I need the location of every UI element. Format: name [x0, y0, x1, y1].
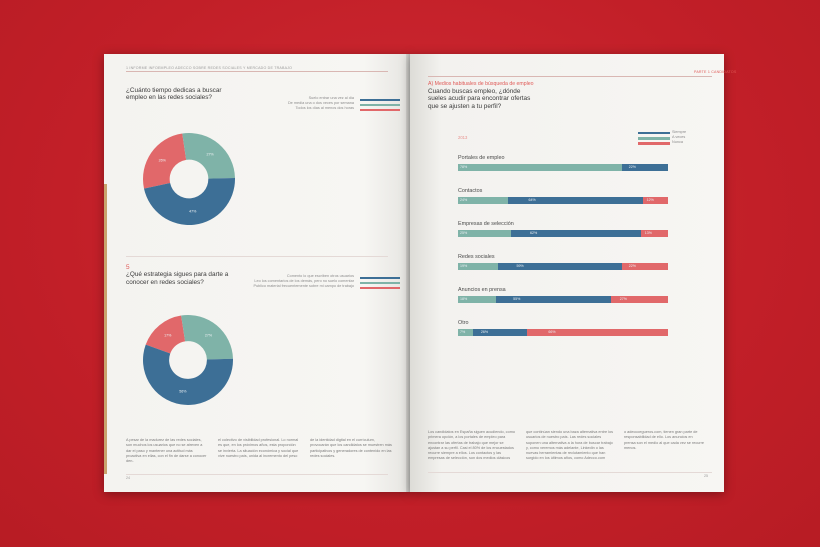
donut-slice [143, 133, 187, 189]
bar-value-label: 12% [646, 198, 654, 202]
bar-value-label: 59% [516, 264, 524, 268]
chart-year: 2013 [458, 135, 468, 140]
bar-value-label: 27% [619, 297, 627, 301]
question-2-text: ¿Qué estrategia sigues para darte a cono… [126, 271, 229, 286]
legend-swatch-nunca [638, 142, 670, 145]
page-edge [104, 184, 107, 474]
left-header: 1 INFORME INFOEMPLEO ADECCO SOBRE REDES … [126, 66, 293, 70]
bar-value-label: 18% [460, 297, 468, 301]
donut-slice [143, 344, 233, 405]
donut-slice [181, 315, 233, 360]
legend-swatch-teal [360, 281, 400, 285]
bar-row: 19% 59% 22% [458, 263, 668, 270]
legend-swatch-red [360, 286, 400, 290]
bar-row: 18% 55% 27% [458, 296, 668, 303]
category-label: Redes sociales [458, 254, 495, 260]
category-label: Contactos [458, 188, 483, 194]
bar-value-label: 26% [480, 330, 489, 334]
right-page: PARTE 1 CANDIDATOS A) Medios habituales … [410, 54, 736, 492]
body-text-col2: que continúan siendo una baza alternativ… [526, 430, 613, 461]
bar-value-label: 24% [460, 198, 468, 202]
bar-row: 78% 22% [458, 164, 668, 171]
bar-segment-siempre [458, 329, 473, 336]
legend-swatch-siempre [638, 132, 670, 135]
header-rule [126, 71, 388, 72]
legend-2: Comento lo que escriben otros usuarios L… [253, 274, 354, 289]
section-rule [126, 256, 388, 257]
bar-value-label: 22% [628, 165, 636, 169]
donut-slice-label: 47% [189, 210, 197, 214]
bar-value-label: 66% [548, 330, 556, 334]
category-label: Empresas de selección [458, 221, 514, 227]
bar-segment-a-veces [621, 164, 668, 171]
donut-slice [182, 133, 235, 179]
question-2-number: 5 [126, 264, 130, 271]
bar-value-label: 22% [628, 264, 636, 268]
question-2: 5 ¿Qué estrategia sigues para darte a co… [126, 264, 238, 286]
bar-segment-a-veces [510, 230, 641, 237]
bar-value-label: 13% [644, 231, 652, 235]
bar-segment-siempre [458, 164, 622, 171]
bar-segment-nunca [527, 329, 668, 336]
bar-segment-nunca [611, 296, 668, 303]
bar-segment-nunca [621, 263, 668, 270]
body-text-col1: Los candidatos en España siguen acudiend… [428, 430, 515, 461]
bar-segment-siempre [458, 296, 496, 303]
bar-value-label: 7% [460, 330, 466, 334]
bar-segment-a-veces [472, 329, 528, 336]
body-text-col3: de la identidad digital en el currículum… [310, 438, 392, 458]
donut-slice-label: 26% [159, 159, 167, 163]
bar-segment-nunca [642, 197, 668, 204]
bar-value-label: 62% [530, 231, 538, 235]
legend-1: Suelo entrar una vez al día De media una… [287, 96, 354, 111]
chart-legend: Siempre A veces Nunca [672, 130, 687, 145]
bar-segment-a-veces [495, 296, 612, 303]
bar-segment-siempre [458, 230, 511, 237]
bar-segment-nunca [640, 230, 668, 237]
donut-slice [145, 315, 186, 354]
question-1: ¿Cuánto tiempo dedicas a buscar empleo e… [126, 87, 222, 102]
donut-slice-label: 56% [179, 390, 187, 394]
bar-segment-siempre [458, 197, 509, 204]
category-label: Portales de empleo [458, 155, 505, 161]
donut-slice [144, 178, 235, 225]
bar-row: 7% 26% 66% [458, 329, 668, 336]
chart-question: Cuando buscas empleo, ¿dónde sueles acud… [428, 88, 531, 110]
donut-chart-2: 17% 27% 56% [143, 315, 233, 405]
donut-slice-label: 27% [206, 152, 214, 156]
bar-value-label: 25% [460, 231, 468, 235]
header-rule [428, 76, 712, 77]
footer-rule [126, 474, 388, 475]
page-number-right: 25 [704, 474, 708, 478]
open-magazine: 1 INFORME INFOEMPLEO ADECCO SOBRE REDES … [104, 54, 736, 492]
legend-swatch-aveces [638, 137, 670, 140]
bar-segment-a-veces [508, 197, 643, 204]
legend-swatch-blue [360, 276, 400, 279]
bar-value-label: 64% [528, 198, 536, 202]
category-label: Otro [458, 320, 469, 326]
right-header: PARTE 1 CANDIDATOS [694, 70, 737, 74]
bar-value-label: 78% [460, 165, 468, 169]
body-text-col1: A pesar de la madurez de las redes socia… [126, 438, 207, 464]
left-page: 1 INFORME INFOEMPLEO ADECCO SOBRE REDES … [104, 54, 410, 492]
bar-row: 25% 62% 13% [458, 230, 668, 237]
donut-chart-1: 26% 27% 47% [143, 133, 235, 225]
donut-slice-label: 17% [164, 334, 172, 338]
section-title: A) Medios habituales de búsqueda de empl… [428, 81, 534, 87]
category-label: Anuncios en prensa [458, 287, 506, 293]
bar-segment-a-veces [497, 263, 622, 270]
bar-value-label: 55% [513, 297, 521, 301]
page-number-left: 24 [126, 476, 130, 480]
bar-row: 24% 64% 12% [458, 197, 668, 204]
body-text-col2: el colectivo de visibilidad profesional.… [218, 438, 299, 458]
legend-swatch-teal [360, 103, 400, 107]
footer-rule [428, 472, 712, 473]
donut-slice-label: 27% [205, 334, 213, 338]
bar-segment-siempre [458, 263, 498, 270]
body-text-col3: o adeccoegueros.com, tienen gran parte d… [624, 430, 704, 450]
bar-value-label: 19% [460, 264, 468, 268]
legend-swatch-red [360, 108, 400, 112]
legend-swatch-blue [360, 98, 400, 101]
